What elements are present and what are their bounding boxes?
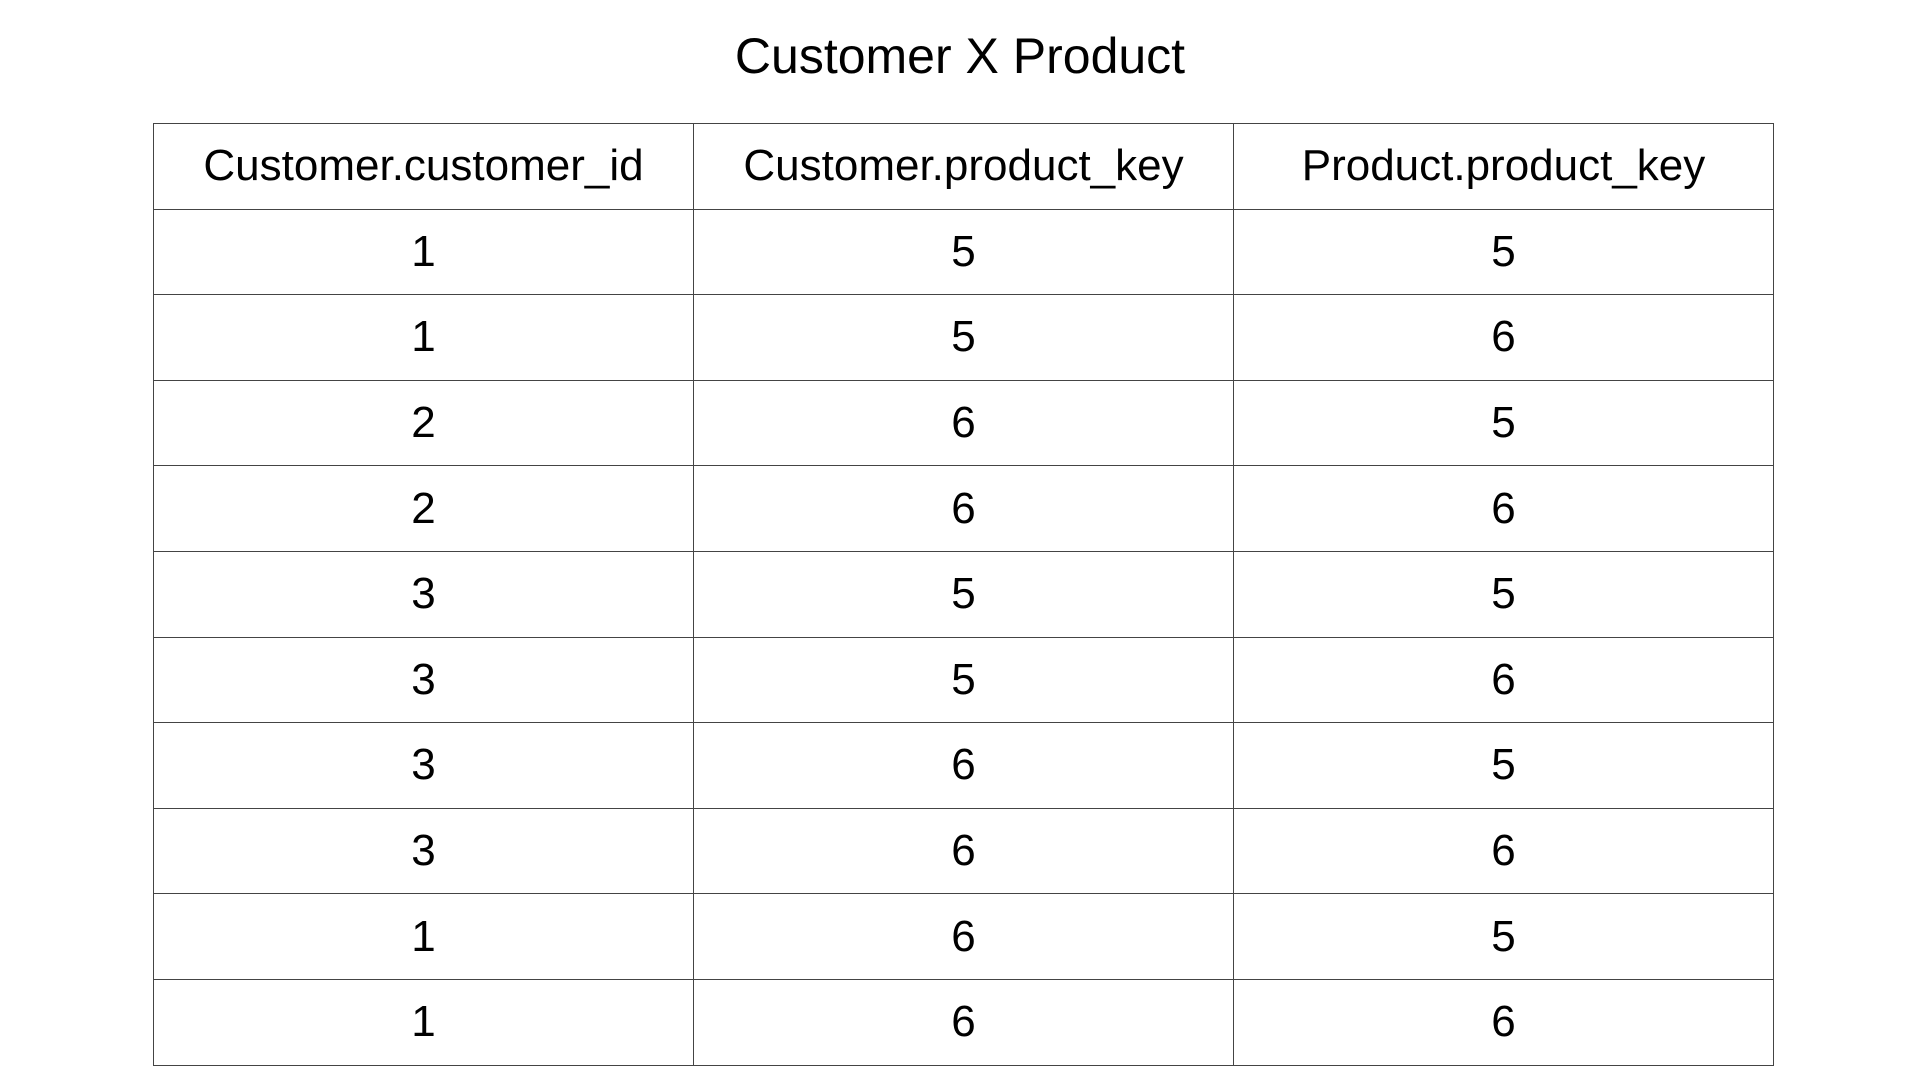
- table-row: 2 6 6: [153, 465, 1774, 552]
- table-row: 1 5 6: [153, 294, 1774, 381]
- cell-product-product-key: 5: [1233, 722, 1774, 809]
- cell-customer-product-key: 6: [693, 722, 1234, 809]
- cell-customer-product-key: 5: [693, 294, 1234, 381]
- cell-customer-id: 2: [153, 379, 694, 467]
- table-row: 1 6 6: [153, 978, 1774, 1066]
- cell-customer-product-key: 6: [693, 807, 1234, 895]
- cell-product-product-key: 6: [1233, 807, 1774, 895]
- cell-customer-id: 3: [153, 636, 694, 724]
- table-row: 3 5 6: [153, 636, 1774, 724]
- header-row: Customer.customer_id Customer.product_ke…: [153, 123, 1774, 210]
- table-row: 1 6 5: [153, 893, 1774, 980]
- header-product-product-key: Product.product_key: [1233, 123, 1774, 210]
- header-customer-customer-id: Customer.customer_id: [153, 123, 694, 210]
- cell-customer-product-key: 6: [693, 379, 1234, 467]
- cell-product-product-key: 6: [1233, 978, 1774, 1066]
- cell-customer-product-key: 6: [693, 978, 1234, 1066]
- cell-product-product-key: 6: [1233, 465, 1774, 552]
- header-customer-product-key: Customer.product_key: [693, 123, 1234, 210]
- cell-customer-id: 3: [153, 722, 694, 809]
- cell-customer-product-key: 6: [693, 465, 1234, 552]
- cell-customer-product-key: 5: [693, 550, 1234, 638]
- cell-customer-id: 3: [153, 807, 694, 895]
- page-title: Customer X Product: [734, 28, 1186, 84]
- table-row: 3 5 5: [153, 550, 1774, 638]
- table-body: 1 5 5 1 5 6 2 6 5 2 6 6 3 5 5 3 5 6: [153, 208, 1774, 1066]
- cross-join-table: Customer.customer_id Customer.product_ke…: [153, 123, 1774, 1066]
- cell-product-product-key: 5: [1233, 550, 1774, 638]
- cell-customer-id: 1: [153, 893, 694, 980]
- cell-customer-id: 2: [153, 465, 694, 552]
- table-row: 2 6 5: [153, 379, 1774, 467]
- cell-customer-id: 3: [153, 550, 694, 638]
- cell-customer-id: 1: [153, 978, 694, 1066]
- table-row: 3 6 6: [153, 807, 1774, 895]
- cell-product-product-key: 6: [1233, 294, 1774, 381]
- cell-customer-id: 1: [153, 208, 694, 296]
- cell-customer-id: 1: [153, 294, 694, 381]
- table-row: 1 5 5: [153, 208, 1774, 296]
- cell-customer-product-key: 5: [693, 208, 1234, 296]
- cell-product-product-key: 5: [1233, 208, 1774, 296]
- cell-product-product-key: 5: [1233, 893, 1774, 980]
- table-header: Customer.customer_id Customer.product_ke…: [153, 123, 1774, 210]
- cell-customer-product-key: 6: [693, 893, 1234, 980]
- table-row: 3 6 5: [153, 722, 1774, 809]
- cell-customer-product-key: 5: [693, 636, 1234, 724]
- cell-product-product-key: 6: [1233, 636, 1774, 724]
- cell-product-product-key: 5: [1233, 379, 1774, 467]
